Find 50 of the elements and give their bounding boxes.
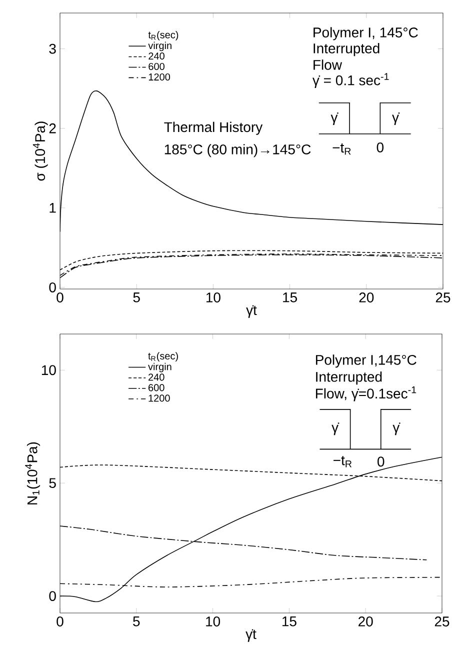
legend-label: 240 — [148, 52, 164, 60]
legend-label: 240 — [148, 374, 164, 381]
y-tick-label: 0 — [49, 282, 56, 292]
annotation: −t$_{R}$ — [334, 456, 352, 468]
y-tick-label: 2 — [49, 123, 56, 134]
annotation: Flow, γ̇=0.1sec$^{-1}$ — [316, 386, 416, 402]
annotation: γ̇ — [392, 422, 400, 436]
y-tick-label: 1 — [50, 203, 56, 213]
x-tick-label: 5 — [133, 292, 140, 302]
legend-title: t$_{R}$(sec) — [148, 352, 178, 362]
annotation: Interrupted — [314, 43, 380, 56]
x-tick-label: 15 — [282, 616, 296, 626]
y-axis-title: N$_{1}$(10$^{4}$Pa) — [25, 442, 40, 504]
annotation: Polymer I, 145°C — [314, 27, 418, 40]
annotation: 185°C (80 min)→145°C — [164, 144, 311, 158]
x-tick-label: 0 — [56, 616, 64, 626]
y-axis-title: σ (10$^{4}$Pa) — [32, 122, 48, 181]
x-tick-label: 20 — [358, 616, 373, 626]
x-tick-label: 25 — [434, 616, 450, 626]
x-tick-label: 25 — [436, 292, 450, 302]
annotation: γ̇ = 0.1 sec$^{-1}$ — [312, 73, 389, 88]
y-tick-label: 0 — [49, 591, 56, 602]
annotation: γ̇ — [332, 422, 340, 436]
x-tick-label: 10 — [206, 292, 220, 302]
legend-label: 600 — [148, 384, 164, 392]
legend-label: 600 — [148, 62, 164, 70]
annotation: Polymer I,145°C — [316, 354, 416, 368]
x-tick-label: 15 — [283, 292, 297, 302]
legend-label: 1200 — [148, 73, 170, 81]
annotation: 0 — [376, 142, 384, 152]
annotation: γ̇ — [330, 112, 338, 126]
annotation: Interrupted — [316, 372, 382, 385]
x-tick-label: 5 — [133, 616, 140, 626]
y-tick-label: 10 — [42, 365, 56, 376]
y-tick-label: 3 — [49, 44, 56, 54]
legend-label: 1200 — [148, 394, 170, 402]
x-axis-title: γ̇t — [246, 305, 257, 318]
y-tick-label: 5 — [49, 478, 56, 488]
annotation: Thermal History — [164, 122, 263, 135]
annotation: Flow — [314, 60, 342, 70]
x-tick-label: 10 — [206, 616, 220, 626]
annotation: γ̇ — [392, 112, 400, 126]
annotation: 0 — [378, 456, 384, 467]
legend-label: virgin — [148, 362, 172, 372]
legend-label: virgin — [148, 42, 172, 52]
x-tick-label: 0 — [56, 292, 64, 302]
x-tick-label: 20 — [359, 292, 374, 302]
annotation: −t$_{R}$ — [332, 143, 351, 155]
legend-title: t$_{R}$(sec) — [148, 31, 178, 40]
x-axis-title: γ̇t — [246, 629, 256, 642]
